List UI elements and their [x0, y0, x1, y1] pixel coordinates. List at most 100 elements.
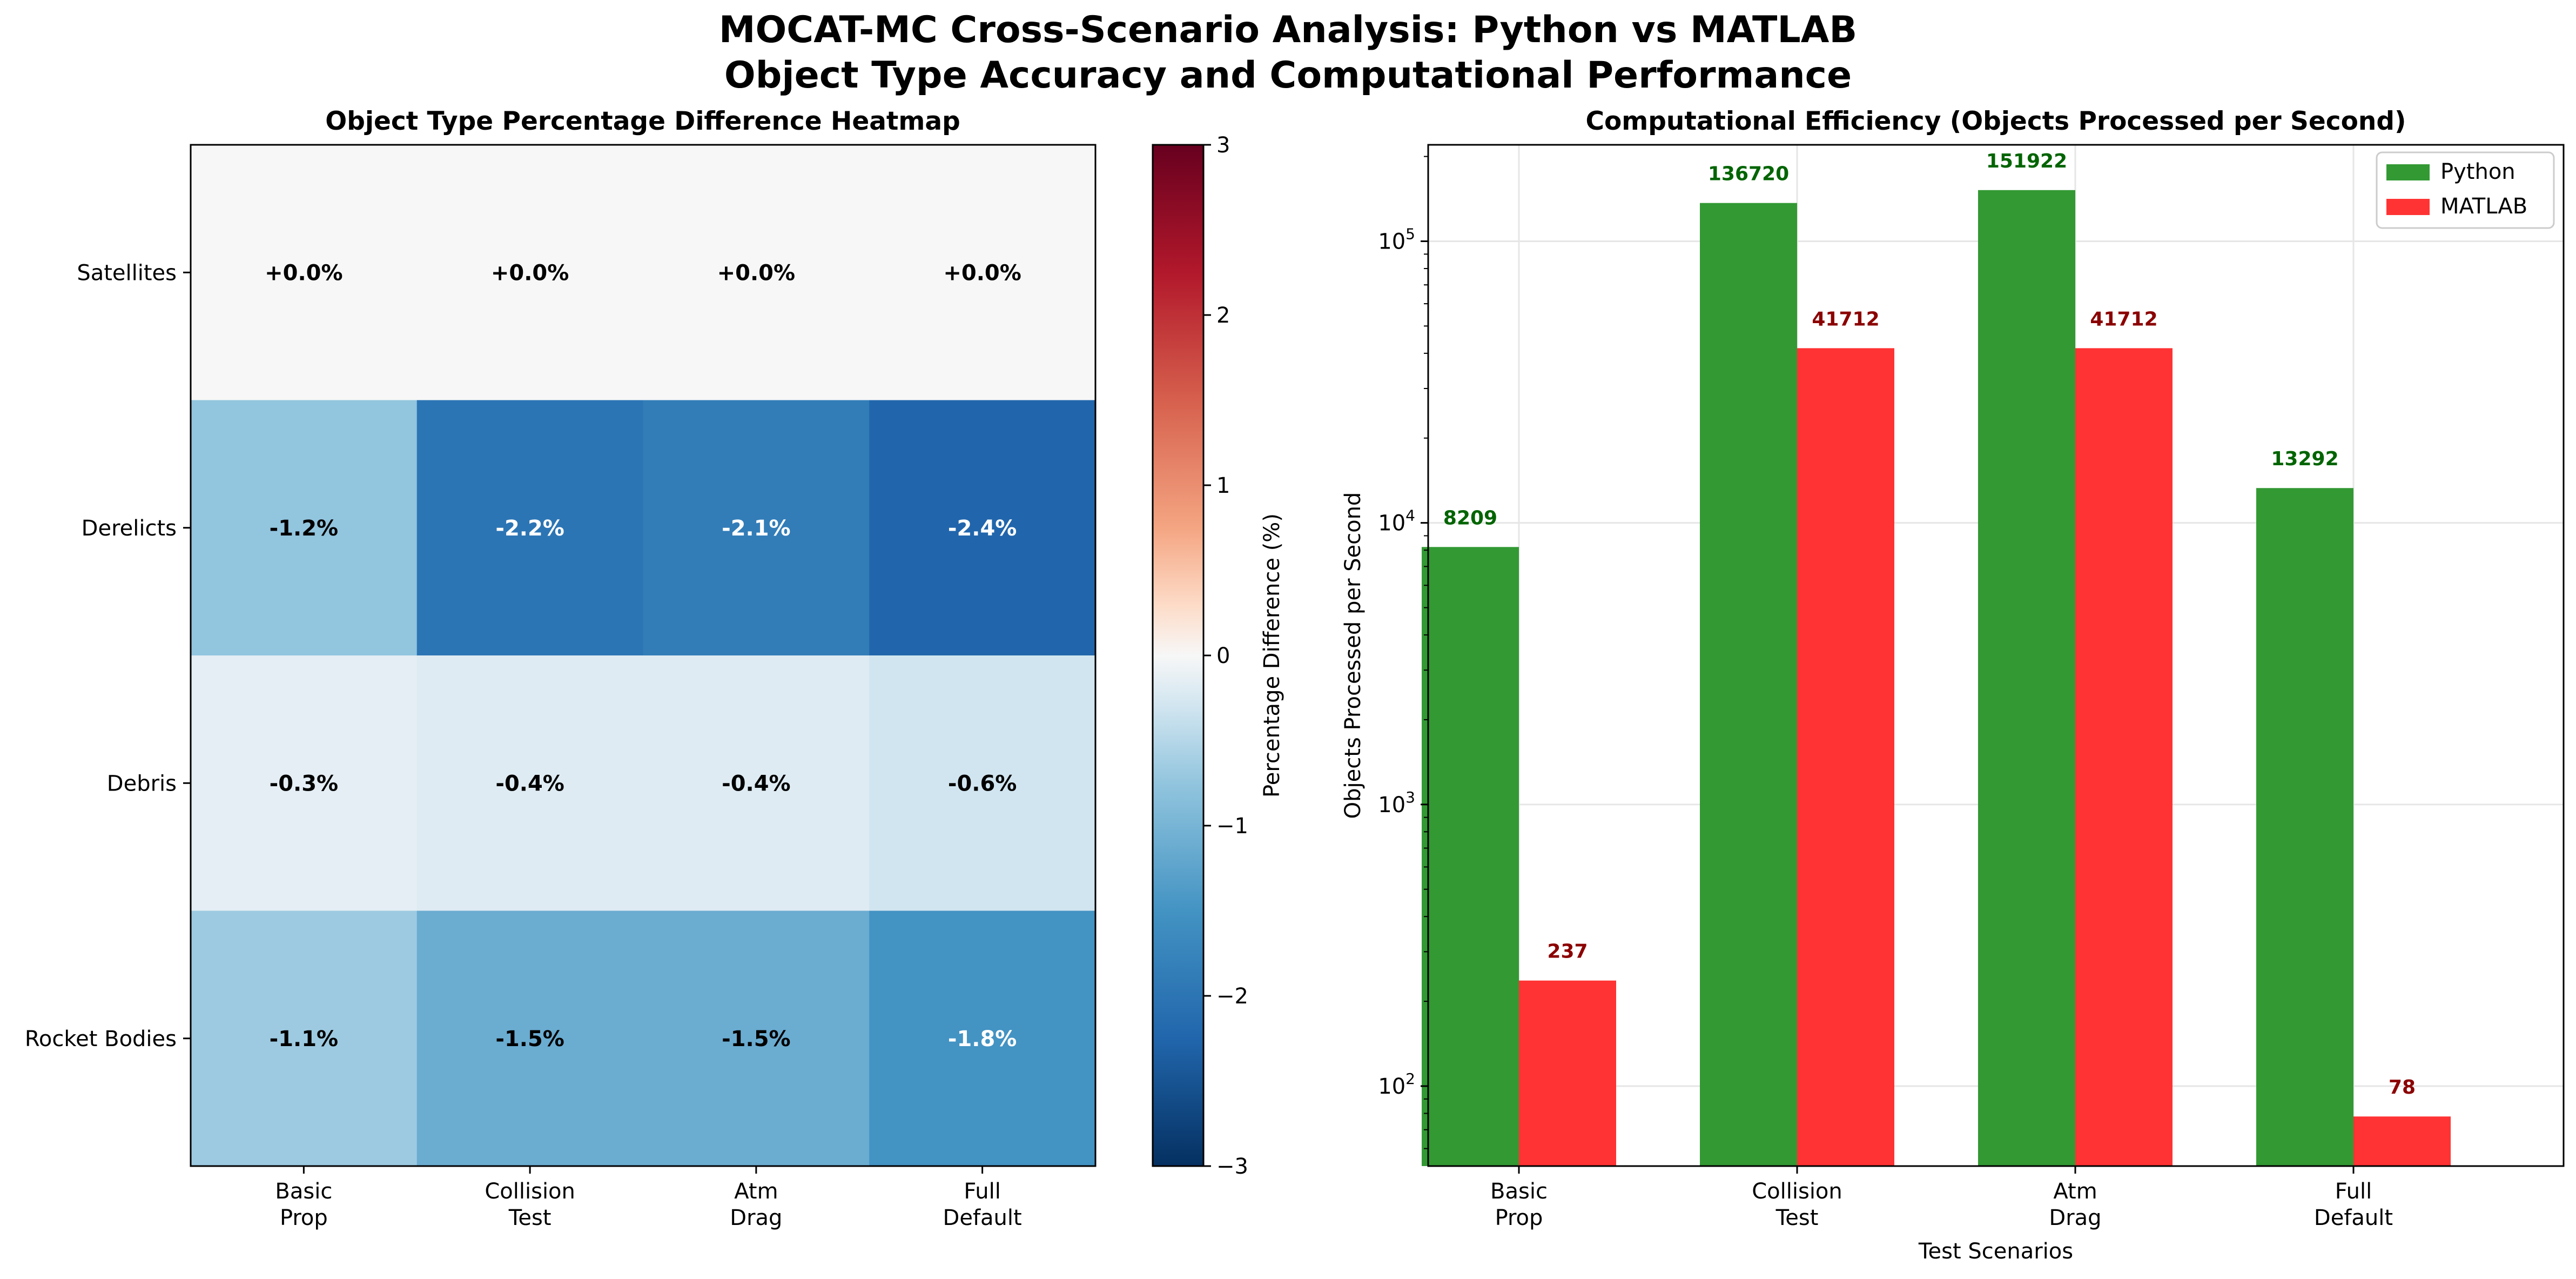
bar-chart-title: Computational Efficiency (Objects Proces…	[1586, 106, 2406, 136]
figure-title-line-2: Object Type Accuracy and Computational P…	[724, 54, 1852, 97]
python-bar	[1978, 190, 2075, 1166]
bar-x-tick-label: Full Default	[2314, 1179, 2393, 1230]
legend-swatch-matlab	[2386, 199, 2430, 215]
bars	[1422, 190, 2451, 1166]
heatmap-cell-label: -2.4%	[948, 516, 1017, 541]
bar-y-tick-base: 10	[1378, 229, 1405, 254]
matlab-bar-value-label: 78	[2389, 1076, 2416, 1099]
heatmap-x-tick-label: Collision Test	[485, 1179, 575, 1230]
bar-y-tick-exponent: 2	[1405, 1070, 1415, 1088]
matlab-bar	[1519, 980, 1616, 1166]
heatmap-x-tick-label: Atm Drag	[730, 1179, 782, 1230]
heatmap-cell-labels: +0.0% +0.0% +0.0% +0.0% -1.2% -2.2% -2.1% -2.4%…	[265, 260, 1021, 1052]
bar-y-axis-label: Objects Processed per Second	[1341, 492, 1366, 819]
bar-y-tick-label: 102	[1378, 1070, 1415, 1099]
heatmap-cell	[416, 400, 644, 656]
heatmap-cell	[869, 400, 1096, 656]
heatmap-cell-label: -0.4%	[722, 771, 791, 796]
heatmap-cell-label: +0.0%	[717, 260, 795, 285]
colorbar-ticks: 3 2 1 0 −1 −2 −3	[1203, 133, 1248, 1179]
heatmap-cell	[869, 910, 1096, 1167]
python-bar-value-label: 136720	[1708, 163, 1789, 185]
heatmap-y-tick-label: Satellites	[77, 260, 177, 285]
bar-value-labels: 8209 136720 151922 13292 237 41712 41712 78	[1443, 150, 2416, 1099]
matlab-bar-value-label: 41712	[1812, 308, 1879, 330]
matlab-bar-value-label: 41712	[2090, 308, 2157, 330]
heatmap-cell-label: -1.2%	[270, 516, 339, 541]
heatmap-cell	[643, 910, 870, 1167]
heatmap-cell-label: -0.6%	[948, 771, 1017, 796]
colorbar-label: Percentage Difference (%)	[1260, 513, 1284, 798]
matlab-bar	[2353, 1116, 2451, 1166]
python-bar-value-label: 8209	[1443, 507, 1497, 529]
heatmap-cell-label: -2.1%	[722, 516, 791, 541]
bar-y-tick-label: 103	[1378, 788, 1415, 818]
heatmap-cell	[869, 655, 1096, 912]
heatmap-cell-label: -1.1%	[270, 1027, 339, 1052]
heatmap-cell-label: -1.5%	[722, 1027, 791, 1052]
bar-y-tick-exponent: 4	[1405, 507, 1415, 525]
heatmap-y-tick-label: Debris	[107, 771, 177, 796]
bar-x-axis-label: Test Scenarios	[1918, 1239, 2073, 1264]
heatmap-cell	[416, 655, 644, 912]
bar-panel: Computational Efficiency (Objects Proces…	[1341, 106, 2565, 1264]
heatmap-x-tick-label: Full Default	[943, 1179, 1022, 1230]
bar-plot-frame	[1427, 144, 2565, 1167]
bar-y-tick-base: 10	[1378, 1074, 1405, 1099]
colorbar-tick-label: 3	[1216, 133, 1230, 158]
matlab-bar-value-label: 237	[1547, 941, 1588, 963]
colorbar-gradient	[1152, 144, 1205, 1167]
bar-x-tick-label: Basic Prop	[1490, 1179, 1548, 1230]
bar-x-tick-label: Atm Drag	[2049, 1179, 2101, 1230]
heatmap-cell	[191, 400, 418, 656]
matlab-bar	[1797, 348, 1894, 1166]
bar-y-tick-exponent: 5	[1405, 225, 1415, 243]
python-bar	[1700, 203, 1797, 1166]
bar-y-tick-base: 10	[1378, 793, 1405, 818]
heatmap-y-tick-label: Rocket Bodies	[25, 1027, 177, 1052]
heatmap-x-axis: Basic Prop Collision Test Atm Drag Full Default	[275, 1166, 1022, 1230]
bar-x-axis: Basic Prop Collision Test Atm Drag Full Default	[1490, 1166, 2393, 1230]
bar-y-tick-exponent: 3	[1405, 788, 1415, 806]
heatmap-cells	[191, 145, 1096, 1167]
colorbar-tick-label: 0	[1216, 644, 1230, 668]
legend-swatch-python	[2386, 164, 2430, 180]
heatmap-cell	[416, 145, 644, 401]
heatmap-cell-label: -1.8%	[948, 1027, 1017, 1052]
bar-y-tick-base: 10	[1378, 511, 1405, 536]
colorbar-tick-label: 1	[1216, 473, 1230, 498]
heatmap-cell	[191, 655, 418, 912]
heatmap-cell-label: +0.0%	[491, 260, 569, 285]
bar-x-tick-label: Collision Test	[1752, 1179, 1842, 1230]
heatmap-x-tick-label: Basic Prop	[275, 1179, 332, 1230]
heatmap-cell	[643, 655, 870, 912]
python-bar	[2256, 488, 2353, 1166]
bar-y-tick-label: 105	[1378, 225, 1415, 254]
heatmap-cell	[869, 145, 1096, 401]
python-bar-value-label: 13292	[2271, 448, 2338, 470]
python-bar-value-label: 151922	[1986, 150, 2067, 172]
heatmap-cell	[643, 400, 870, 656]
heatmap-cell-label: +0.0%	[943, 260, 1021, 285]
heatmap-frame	[190, 144, 1097, 1167]
legend-label-python: Python	[2440, 159, 2516, 184]
heatmap-cell	[191, 910, 418, 1167]
colorbar-tick-label: −3	[1216, 1154, 1248, 1179]
colorbar-tick-label: −1	[1216, 814, 1248, 839]
colorbar-tick-label: 2	[1216, 303, 1230, 328]
heatmap-cell-label: +0.0%	[265, 260, 342, 285]
heatmap-cell	[191, 145, 418, 401]
heatmap-cell-label: -1.5%	[495, 1027, 564, 1052]
figure-title: MOCAT-MC Cross-Scenario Analysis: Python…	[0, 8, 2576, 98]
heatmap-y-tick-label: Derelicts	[82, 516, 177, 541]
python-bar	[1422, 547, 1519, 1166]
figure-title-line-1: MOCAT-MC Cross-Scenario Analysis: Python…	[718, 9, 1858, 51]
heatmap-panel: Object Type Percentage Difference Heatma…	[25, 106, 1097, 1230]
heatmap-cell	[643, 145, 870, 401]
heatmap-cell-label: -0.3%	[270, 771, 339, 796]
heatmap-title: Object Type Percentage Difference Heatma…	[325, 106, 960, 136]
colorbar-tick-label: −2	[1216, 984, 1248, 1009]
bar-y-tick-label: 104	[1378, 507, 1415, 536]
